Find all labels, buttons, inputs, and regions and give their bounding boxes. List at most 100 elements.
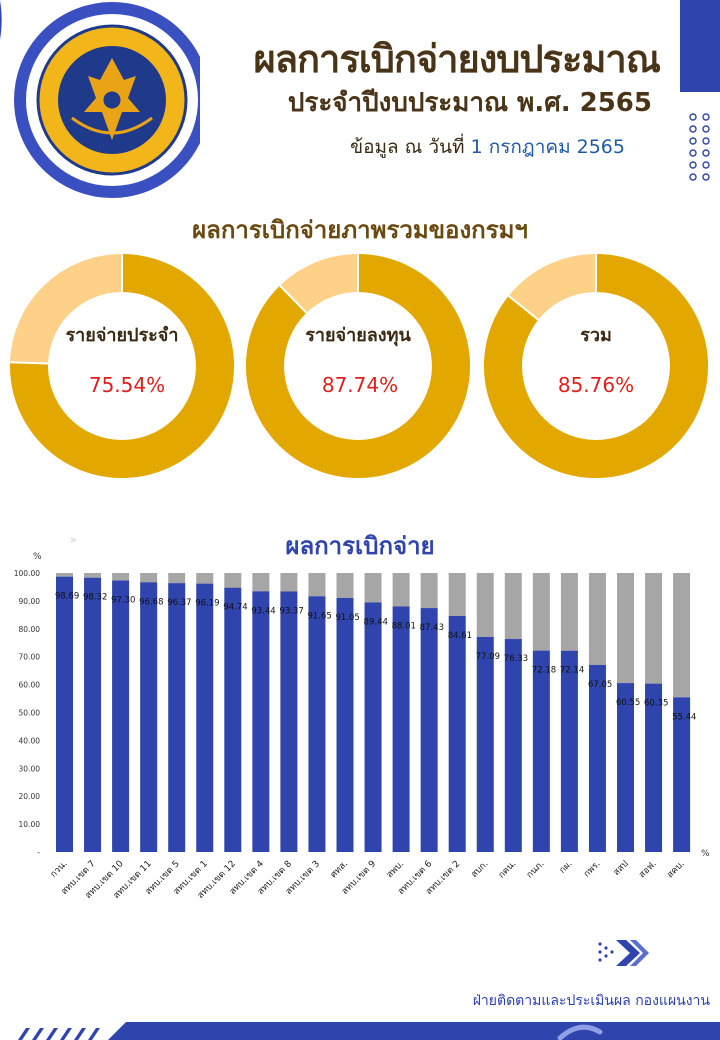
bar-value-label: 60.55	[616, 698, 640, 708]
bar-disbursed	[364, 602, 382, 852]
bar-remaining	[280, 573, 298, 592]
bar-disbursed	[673, 697, 691, 852]
donut-disbursed-arc	[246, 254, 470, 478]
bar-disbursed	[448, 615, 466, 852]
x-category-label: สพบ.	[385, 859, 406, 880]
donut-slice-separator	[10, 361, 49, 365]
bar-value-label: 76.33	[504, 654, 528, 664]
bar-remaining	[56, 573, 73, 577]
x-category-label: กวน.	[49, 859, 70, 880]
bar-value-label: 84.61	[448, 631, 472, 641]
bar-value-label: 77.09	[476, 652, 500, 662]
bar-disbursed	[112, 580, 130, 852]
donut-label-total: รวม	[580, 325, 612, 346]
x-category-label: กผ.	[558, 859, 575, 876]
bar-remaining	[560, 573, 578, 651]
y-tick-label: 100.00	[14, 569, 40, 578]
bar-value-label: 87.43	[420, 623, 444, 633]
bar-value-label: 72.14	[560, 666, 584, 676]
bar-disbursed	[196, 583, 214, 852]
bar-value-label: 67.05	[588, 680, 612, 690]
bar-disbursed	[588, 664, 606, 852]
y-tick-label: 80.00	[19, 625, 41, 634]
bar-remaining	[140, 573, 158, 583]
footer-band	[18, 1022, 720, 1040]
x-category-label: กคน.	[497, 859, 519, 881]
disbursement-bar-chart: %% - 10.00 20.00 30.00 40.00 50.00 60.00 70.00 80…	[14, 552, 710, 901]
x-category-label: สบก.	[469, 859, 490, 880]
donut-charts	[10, 254, 708, 478]
y-tick-label: 90.00	[19, 597, 41, 606]
bar-disbursed	[532, 650, 550, 852]
donut-value-total: 85.76%	[557, 373, 635, 397]
donut-slice-separator	[508, 295, 539, 321]
bar-disbursed	[84, 577, 102, 852]
bar-remaining	[364, 573, 382, 603]
bar-value-label: 96.68	[139, 597, 163, 607]
x-category-label: สอฟ.	[637, 859, 658, 880]
bar-remaining	[448, 573, 466, 616]
bar-disbursed	[336, 597, 354, 852]
bar-remaining	[224, 573, 242, 588]
bar-remaining	[420, 573, 438, 609]
bar-remaining	[336, 573, 354, 598]
bar-remaining	[504, 573, 522, 640]
bar-value-label: 93.37	[279, 606, 303, 616]
x-category-label: ศทส.	[329, 859, 350, 880]
y-tick-label: -	[37, 848, 40, 857]
bar-disbursed	[476, 636, 494, 852]
x-category-label: สคบ.	[665, 859, 686, 880]
bar-value-label: 89.44	[364, 617, 388, 627]
bar-value-label: 96.19	[195, 599, 219, 609]
chevron-decoration-icon: »	[70, 533, 77, 546]
bar-remaining	[308, 573, 326, 597]
data-date: ข้อมูล ณ วันที่ 1 กรกฎาคม 2565	[300, 132, 625, 162]
x-category-label: สสป	[612, 859, 631, 878]
bar-remaining	[532, 573, 550, 651]
y-tick-label: 40.00	[19, 736, 41, 745]
bar-remaining	[588, 573, 606, 665]
bar-remaining	[168, 573, 186, 584]
bar-disbursed	[504, 639, 522, 852]
bar-disbursed	[168, 583, 186, 852]
overall-section-title: ผลการเบิกจ่ายภาพรวมของกรมฯ	[192, 216, 528, 244]
y-tick-label: 60.00	[19, 681, 41, 690]
donut-label-operating: รายจ่ายประจำ	[65, 325, 179, 346]
bar-value-label: 98.32	[83, 593, 107, 603]
bar-value-label: 91.65	[307, 611, 331, 621]
bar-remaining	[112, 573, 130, 581]
date-value: 1 กรกฎาคม 2565	[470, 136, 625, 158]
bar-value-label: 91.05	[336, 613, 360, 623]
bar-value-label: 93.44	[251, 606, 275, 616]
logo-outer-ring	[14, 2, 200, 198]
bar-remaining	[617, 573, 634, 684]
bar-value-label: 55.44	[672, 712, 696, 722]
donut-disbursed-arc	[484, 254, 708, 478]
bar-disbursed	[392, 606, 410, 852]
x-category-label: กนภ.	[525, 859, 547, 881]
bar-disbursed	[308, 596, 326, 852]
bar-disbursed	[140, 582, 158, 852]
dot-grid-decoration	[689, 113, 710, 181]
bar-value-label: 88.01	[392, 621, 416, 631]
footer-credit: ฝ่ายติดตามและประเมินผล กองแผนงาน	[472, 993, 710, 1009]
corner-strip	[680, 0, 720, 92]
bar-disbursed	[420, 608, 438, 852]
bar-disbursed	[560, 650, 578, 852]
bar-value-label: 97.30	[111, 596, 135, 606]
bar-disbursed	[224, 587, 242, 852]
bar-disbursed	[280, 591, 298, 852]
bar-remaining	[673, 573, 691, 698]
y-tick-label: 50.00	[19, 709, 41, 718]
y-tick-label: 20.00	[19, 792, 41, 801]
page-title: ผลการเบิกจ่ายงบประมาณ	[253, 37, 661, 81]
date-prefix: ข้อมูล ณ วันที่	[350, 136, 465, 158]
y-tick-label: 70.00	[19, 653, 41, 662]
page-subtitle: ประจำปีงบประมาณ พ.ศ. 2565	[287, 88, 652, 118]
donut-value-investment: 87.74%	[321, 373, 399, 397]
y-tick-label: 10.00	[19, 820, 41, 829]
bar-disbursed	[645, 683, 663, 852]
bar-value-label: 94.74	[223, 603, 247, 613]
bar-remaining	[196, 573, 214, 584]
bar-remaining	[84, 573, 102, 578]
